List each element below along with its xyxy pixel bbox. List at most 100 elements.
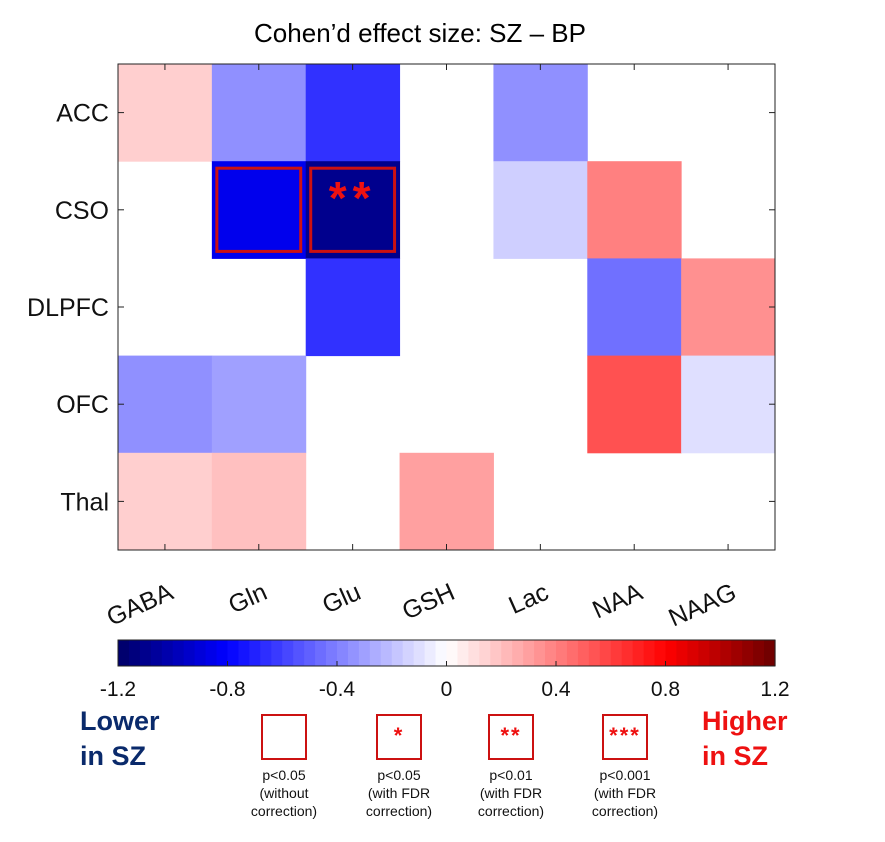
legend-box: ** (488, 714, 534, 760)
colorbar-step (556, 640, 568, 666)
colorbar-step (468, 640, 480, 666)
x-tick-label: Glu (318, 578, 365, 619)
heatmap-cell (118, 355, 213, 454)
legend-line: p<0.001 (599, 767, 651, 783)
significance-marker: ** (329, 172, 377, 224)
colorbar-step (161, 640, 174, 666)
x-axis-labels: GABA Gln Glu GSH Lac NAA NAAG (103, 578, 741, 633)
colorbar-step (358, 640, 371, 666)
legend-item-fdr-005: * p<0.05 (with FDR correction) (349, 714, 449, 820)
colorbar-step (260, 640, 272, 666)
legend-line: correction) (365, 803, 433, 819)
colorbar-step (577, 640, 590, 666)
colorbar-step (118, 640, 130, 666)
colorbar-step (150, 640, 163, 666)
colorbar-step (369, 640, 382, 666)
colorbar-step (731, 640, 743, 666)
colorbar-step (128, 640, 141, 666)
colorbar-step (304, 640, 316, 666)
colorbar-step (753, 640, 765, 666)
higher-in-sz-label: Higher in SZ (702, 704, 788, 774)
colorbar-step (337, 640, 349, 666)
colorbar-tick-label: 0 (441, 678, 453, 701)
colorbar-step (687, 640, 699, 666)
colorbar-step (282, 640, 294, 666)
colorbar-step (347, 640, 360, 666)
heatmap-cell (305, 161, 401, 259)
colorbar-step (720, 640, 732, 666)
y-tick-label: Thal (60, 488, 109, 516)
colorbar-tick-labels: -1.2 -0.8 -0.4 0 0.4 0.8 1.2 (100, 661, 790, 701)
legend-item-uncorrected: p<0.05 (without correction) (234, 714, 334, 820)
y-tick-label: ACC (56, 100, 109, 128)
colorbar-step (479, 640, 491, 666)
lower-label-line: Lower (80, 706, 160, 736)
colorbar-step (654, 640, 667, 666)
colorbar-step (566, 640, 579, 666)
colorbar-step (183, 640, 196, 666)
colorbar-tick-label: 0.4 (541, 678, 571, 701)
colorbar-step (665, 640, 678, 666)
legend-line: correction) (591, 803, 659, 819)
heatmap-cell (118, 452, 213, 551)
heatmap-cell (211, 452, 307, 551)
colorbar-step (413, 640, 426, 666)
legend-line: (with FDR (479, 785, 543, 801)
legend-line: (without (259, 785, 309, 801)
heatmap-cells (118, 64, 776, 551)
colorbar-tick-label: -0.8 (209, 678, 245, 701)
lower-label-line: in SZ (80, 741, 146, 771)
colorbar-step (293, 640, 305, 666)
colorbar-step (402, 640, 415, 666)
x-tick-label: Gln (224, 578, 271, 619)
heatmap-cell (587, 161, 682, 259)
colorbar-step (523, 640, 535, 666)
colorbar-tick-label: 1.2 (760, 678, 789, 701)
significance-box (309, 166, 397, 253)
y-tick-label: CSO (55, 197, 109, 225)
heatmap-cell (681, 258, 776, 357)
colorbar-step (709, 640, 721, 666)
heatmap-cell (211, 161, 307, 259)
legend-line: (with FDR (593, 785, 657, 801)
colorbar-step (271, 640, 283, 666)
legend-line: correction) (250, 803, 318, 819)
colorbar-step (216, 640, 229, 666)
colorbar (117, 639, 776, 667)
legend-box (261, 714, 307, 760)
heatmap-cell (211, 64, 307, 162)
legend-text: p<0.001 (with FDR correction) (575, 766, 675, 820)
colorbar-step (512, 640, 524, 666)
x-tick-label: Lac (505, 578, 553, 620)
colorbar-tick-label: -1.2 (100, 678, 136, 701)
x-tick-label: NAAG (664, 578, 740, 632)
heatmap-cell (587, 258, 682, 357)
heatmap-cell (587, 355, 682, 454)
colorbar-step (457, 640, 469, 666)
legend-line: p<0.01 (489, 767, 533, 783)
y-tick-label: DLPFC (27, 294, 109, 322)
colorbar-step (139, 640, 152, 666)
x-tick-label: GABA (103, 578, 178, 632)
colorbar-step (424, 640, 437, 666)
x-tick-label: GSH (398, 578, 459, 626)
colorbar-step (205, 640, 218, 666)
heatmap-cell (493, 64, 588, 162)
colorbar-step (172, 640, 185, 666)
colorbar-step (490, 640, 502, 666)
x-tick-label: NAA (588, 578, 647, 625)
legend-item-fdr-0001: *** p<0.001 (with FDR correction) (575, 714, 675, 820)
legend-text: p<0.05 (with FDR correction) (349, 766, 449, 820)
heatmap-cell (399, 452, 494, 551)
legend-box: *** (602, 714, 648, 760)
heatmap-cell (305, 258, 401, 357)
legend-item-fdr-001: ** p<0.01 (with FDR correction) (461, 714, 561, 820)
colorbar-step (315, 640, 327, 666)
chart-title: Cohen’d effect size: SZ – BP (254, 18, 586, 48)
colorbar-step (446, 640, 459, 666)
lower-in-sz-label: Lower in SZ (80, 704, 160, 774)
colorbar-step (698, 640, 710, 666)
heatmap-cell (118, 64, 213, 162)
legend-text: p<0.01 (with FDR correction) (461, 766, 561, 820)
